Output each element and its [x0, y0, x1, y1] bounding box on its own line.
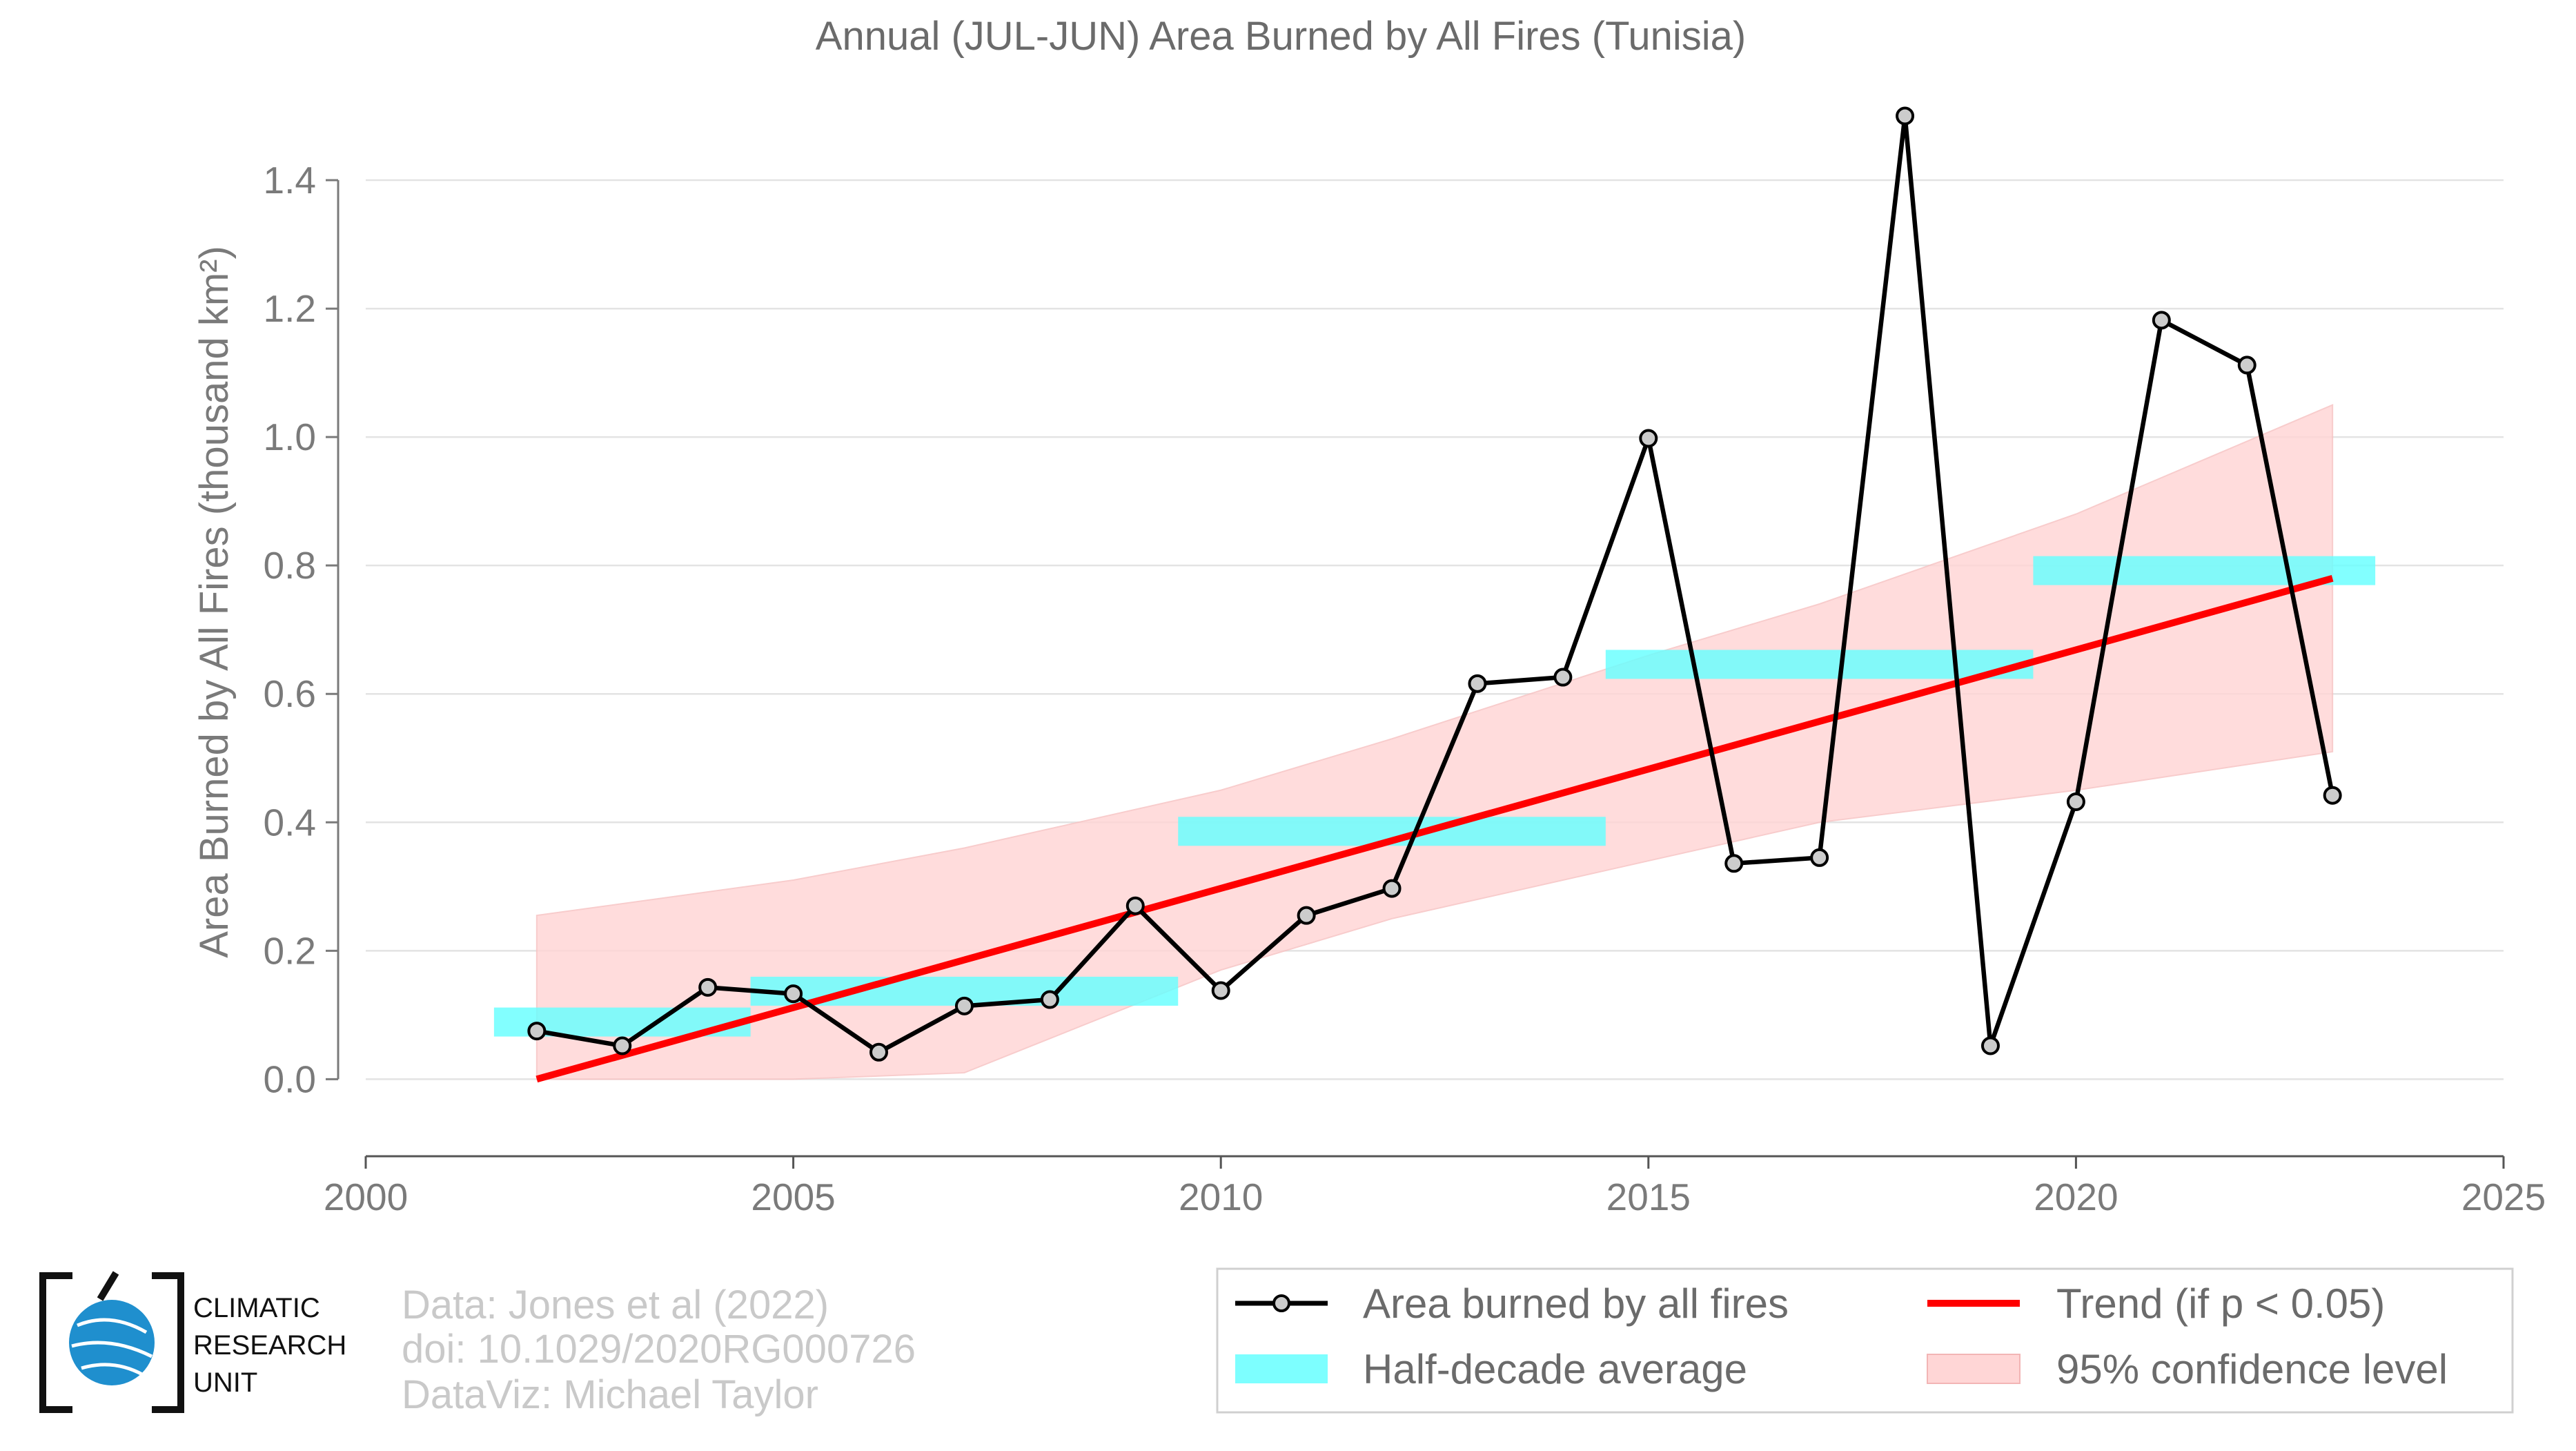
y-tick-label: 1.4	[264, 159, 316, 202]
y-tick-label: 1.2	[264, 287, 316, 330]
area-burned-line	[536, 113, 2335, 1055]
data-point	[1211, 981, 1230, 1000]
confidence-band	[535, 404, 2334, 1080]
y-tick-label: 1.0	[264, 416, 316, 458]
credit-dataviz: DataViz: Michael Taylor	[402, 1372, 818, 1417]
y-tick-label: 0.2	[264, 929, 316, 972]
legend: Area burned by all fires Half-decade ave…	[1216, 1267, 2514, 1414]
y-tick-label: 0.6	[264, 672, 316, 715]
logo-slash-icon	[97, 1271, 119, 1301]
data-point	[1125, 896, 1145, 915]
data-point	[698, 977, 718, 997]
data-point	[784, 984, 803, 1004]
legend-label-half-decade: Half-decade average	[1363, 1346, 1747, 1392]
x-tick-label: 2025	[2461, 1176, 2546, 1218]
data-point	[1297, 906, 1316, 925]
legend-box	[1216, 1267, 2514, 1414]
y-tick-label: 0.4	[264, 801, 316, 844]
globe-swirl-icon	[71, 1318, 153, 1377]
x-tick-label: 2005	[751, 1176, 835, 1218]
confidence-band-layer	[535, 404, 2334, 1080]
trend-line	[535, 574, 2334, 1083]
y-axis-label: Area Burned by All Fires (thousand km²)	[192, 246, 237, 958]
logo-bracket-icon	[39, 1272, 184, 1413]
legend-swatch-area-burned-marker	[1272, 1294, 1290, 1312]
data-point	[1382, 879, 1402, 898]
data-point	[2237, 356, 2257, 375]
data-point	[2152, 311, 2171, 330]
trend-layer	[535, 574, 2334, 1083]
x-tick-label: 2020	[2034, 1176, 2118, 1218]
legend-swatch-confidence	[1927, 1354, 2021, 1384]
data-point	[2323, 786, 2342, 805]
data-point	[869, 1042, 889, 1062]
data-point	[1980, 1036, 2000, 1055]
x-tick-label: 2015	[1606, 1176, 1691, 1218]
x-tick-label: 2000	[324, 1176, 408, 1218]
y-axis-ticks: 0.0 0.2 0.4 0.6 0.8 1.0 1.2 1.4	[264, 159, 340, 1100]
cru-logo: CLIMATIC RESEARCH UNIT	[39, 1271, 346, 1413]
data-point	[1040, 990, 1059, 1009]
half-decade-bar	[1605, 650, 2034, 679]
credit-doi: doi: 10.1029/2020RG000726	[402, 1327, 916, 1372]
data-point	[954, 996, 974, 1015]
data-point	[1639, 429, 1658, 448]
data-point	[1896, 106, 1915, 126]
series-layer	[527, 106, 2342, 1062]
data-point	[2066, 792, 2085, 812]
legend-swatch-half-decade	[1235, 1354, 1328, 1383]
credit-data: Data: Jones et al (2022)	[402, 1283, 829, 1327]
logo-text-line2: RESEARCH	[193, 1330, 346, 1361]
data-point	[527, 1022, 547, 1041]
legend-label-trend: Trend (if p < 0.05)	[2056, 1280, 2385, 1327]
y-tick-label: 0.8	[264, 544, 316, 587]
legend-label-confidence: 95% confidence level	[2056, 1346, 2448, 1392]
data-point	[1553, 668, 1573, 687]
data-point	[1724, 854, 1744, 873]
y-tick-label: 0.0	[264, 1058, 316, 1100]
data-point	[1810, 848, 1829, 867]
x-axis: 2000 2005 2010 2015 2020 2025	[324, 1155, 2546, 1218]
legend-label-area-burned: Area burned by all fires	[1363, 1280, 1789, 1327]
data-point	[613, 1036, 632, 1055]
logo-text-line3: UNIT	[193, 1367, 257, 1398]
data-point	[1468, 674, 1487, 693]
logo-text-line1: CLIMATIC	[193, 1293, 320, 1323]
chart-title: Annual (JUL-JUN) Area Burned by All Fire…	[816, 14, 1746, 59]
x-tick-label: 2010	[1179, 1176, 1263, 1218]
